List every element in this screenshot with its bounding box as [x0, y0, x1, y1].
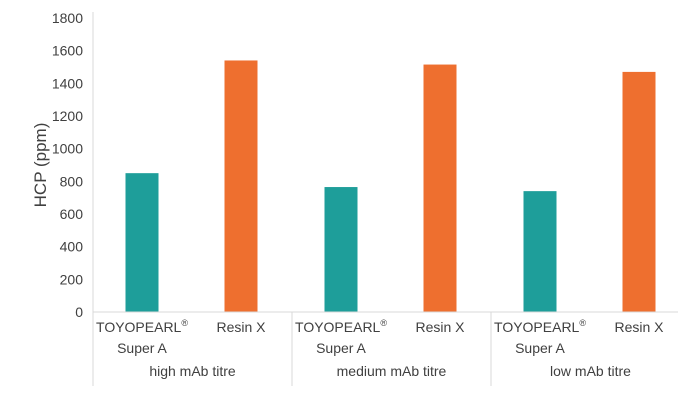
bar-category-line1: TOYOPEARL [494, 319, 580, 335]
y-tick-label: 1000 [52, 141, 83, 157]
y-tick-label: 400 [60, 239, 84, 255]
bar-category-label: Resin X [415, 319, 465, 335]
bar-category-line1: Resin X [216, 319, 266, 335]
bar-category-line1: TOYOPEARL [96, 319, 182, 335]
bar-category-line2: Super A [316, 340, 366, 356]
y-tick-label: 600 [60, 206, 84, 222]
axes [92, 12, 678, 386]
y-tick-labels: 0 200 400 600 800 1000 1200 1400 1600 1800 [52, 10, 83, 320]
y-tick-label: 200 [60, 271, 84, 287]
bar-category-line1: Resin X [614, 319, 664, 335]
bar-category-line2: Super A [515, 340, 565, 356]
registered-mark: ® [380, 318, 387, 328]
y-tick-label: 1400 [52, 75, 83, 91]
y-tick-label: 0 [75, 304, 83, 320]
bar-category-line1: TOYOPEARL [295, 319, 381, 335]
y-tick-label: 1600 [52, 43, 83, 59]
bar-category-line2: Super A [117, 340, 167, 356]
y-tick-label: 1200 [52, 108, 83, 124]
bar-category-label: TOYOPEARL® [494, 318, 586, 335]
bar [523, 191, 557, 312]
registered-mark: ® [579, 318, 586, 328]
bar-category-label: Resin X [614, 319, 664, 335]
bar [324, 187, 358, 312]
group-label: low mAb titre [550, 363, 631, 379]
bar [125, 173, 159, 312]
y-tick-label: 800 [60, 173, 84, 189]
y-tick-label: 1800 [52, 10, 83, 26]
bar-category-label: TOYOPEARL® [96, 318, 188, 335]
bars [125, 60, 656, 313]
bar [622, 71, 656, 313]
bar [423, 64, 457, 312]
y-axis-label: HCP (ppm) [31, 123, 50, 208]
group-label: high mAb titre [149, 363, 236, 379]
bar-category-label: Resin X [216, 319, 266, 335]
registered-mark: ® [181, 318, 188, 328]
bar-category-label: TOYOPEARL® [295, 318, 387, 335]
bar-category-line1: Resin X [415, 319, 465, 335]
bar [224, 60, 258, 312]
group-label: medium mAb titre [337, 363, 447, 379]
